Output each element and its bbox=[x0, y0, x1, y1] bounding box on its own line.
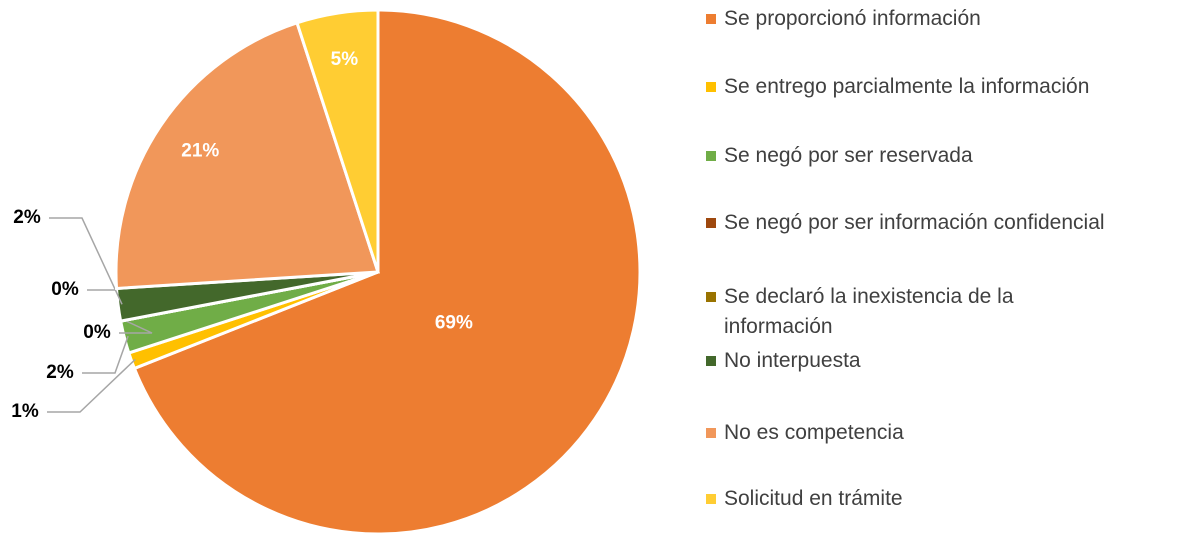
legend-label: No interpuesta bbox=[724, 349, 861, 372]
legend-swatch bbox=[706, 356, 716, 366]
legend-label: No es competencia bbox=[724, 421, 904, 444]
legend-item: No es competencia bbox=[706, 418, 904, 448]
pie-slice bbox=[114, 20, 381, 291]
legend-item: No interpuesta bbox=[706, 346, 861, 376]
legend-label: Se negó por ser reservada bbox=[724, 144, 973, 167]
leader-line bbox=[82, 335, 129, 374]
data-label: 21% bbox=[181, 140, 219, 161]
legend-item: Solicitud en trámite bbox=[706, 484, 903, 514]
data-label: 2% bbox=[46, 362, 74, 383]
legend-label: Se entrego parcialmente la información bbox=[724, 75, 1090, 98]
legend-swatch bbox=[706, 292, 716, 302]
data-label: 5% bbox=[331, 49, 359, 70]
data-label: 69% bbox=[435, 313, 473, 334]
pie-slice bbox=[132, 8, 642, 534]
leader-line bbox=[119, 319, 153, 334]
legend-item: Se declaró la inexistencia de la informa… bbox=[706, 282, 1096, 342]
legend-label: Se proporcionó información bbox=[724, 7, 981, 30]
legend-swatch bbox=[706, 82, 716, 92]
legend-item: Se negó por ser información confidencial bbox=[706, 208, 1105, 238]
legend-item: Se proporcionó información bbox=[706, 4, 981, 34]
legend-swatch bbox=[706, 151, 716, 161]
data-label: 2% bbox=[13, 207, 41, 228]
data-label: 0% bbox=[83, 322, 111, 343]
legend-swatch bbox=[706, 14, 716, 24]
legend-swatch bbox=[706, 428, 716, 438]
legend-item: Se negó por ser reservada bbox=[706, 141, 973, 171]
legend-label: Se declaró la inexistencia de la informa… bbox=[724, 285, 1014, 338]
legend-swatch bbox=[706, 218, 716, 228]
data-label: 0% bbox=[51, 279, 79, 300]
legend-item: Se entrego parcialmente la información bbox=[706, 72, 1089, 102]
legend-label: Solicitud en trámite bbox=[724, 487, 903, 510]
leader-line bbox=[49, 217, 123, 305]
data-label: 1% bbox=[11, 401, 39, 422]
pie-slice bbox=[295, 8, 380, 273]
chart: 69% 1% 2% 0% 0% 2% 21% 5% bbox=[11, 8, 642, 534]
legend-label: Se negó por ser información confidencial bbox=[724, 211, 1105, 234]
legend-swatch bbox=[706, 494, 716, 504]
leader-line bbox=[47, 358, 136, 413]
